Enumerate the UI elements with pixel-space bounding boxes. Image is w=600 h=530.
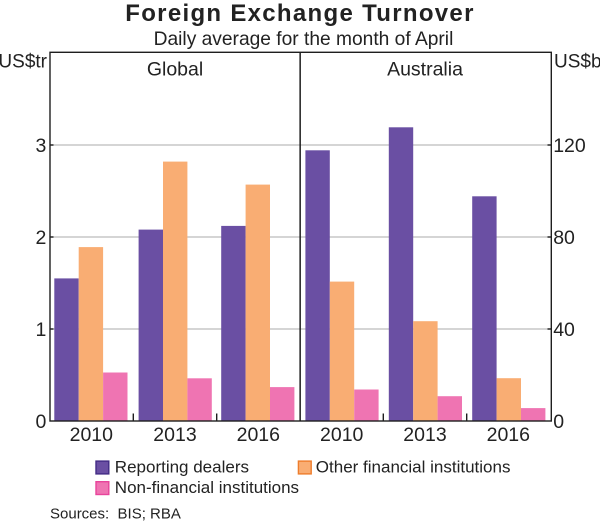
svg-text:Australia: Australia: [387, 59, 463, 81]
svg-text:2016: 2016: [237, 424, 280, 446]
svg-text:Daily average for the month of: Daily average for the month of April: [154, 29, 454, 50]
svg-text:Other financial institutions: Other financial institutions: [316, 457, 511, 476]
svg-text:80: 80: [553, 227, 575, 249]
svg-text:Reporting dealers: Reporting dealers: [115, 457, 249, 476]
svg-text:2016: 2016: [487, 424, 530, 446]
svg-text:1: 1: [36, 319, 47, 341]
svg-text:US$b: US$b: [554, 52, 600, 73]
svg-text:Sources: BIS; RBA: Sources: BIS; RBA: [50, 506, 181, 523]
svg-text:40: 40: [553, 319, 575, 341]
svg-text:Foreign Exchange Turnover: Foreign Exchange Turnover: [125, 0, 474, 27]
svg-text:3: 3: [36, 135, 47, 157]
svg-text:2013: 2013: [153, 424, 196, 446]
svg-text:2010: 2010: [320, 424, 364, 446]
svg-text:US$tr: US$tr: [0, 52, 48, 73]
svg-text:2: 2: [36, 227, 47, 249]
svg-text:Global: Global: [147, 59, 203, 81]
svg-text:0: 0: [553, 411, 564, 433]
svg-text:0: 0: [36, 411, 47, 433]
svg-text:Non-financial institutions: Non-financial institutions: [115, 478, 299, 497]
svg-text:2013: 2013: [403, 424, 446, 446]
svg-text:120: 120: [553, 135, 586, 157]
svg-text:2010: 2010: [70, 424, 114, 446]
